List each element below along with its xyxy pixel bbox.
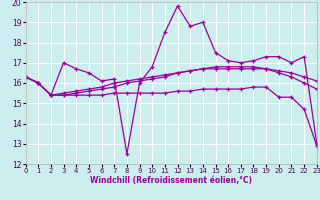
X-axis label: Windchill (Refroidissement éolien,°C): Windchill (Refroidissement éolien,°C) <box>90 176 252 185</box>
